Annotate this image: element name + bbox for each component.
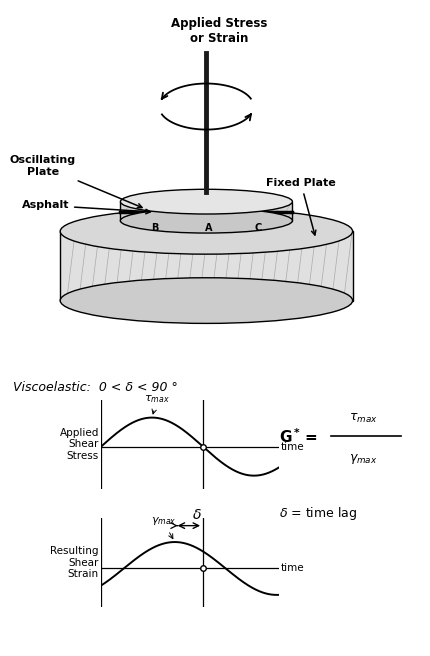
Text: B: B [151, 223, 159, 234]
Text: time: time [281, 564, 305, 573]
Polygon shape [120, 201, 292, 220]
Text: $\delta$: $\delta$ [192, 508, 202, 522]
Text: $\tau_{max}$: $\tau_{max}$ [144, 394, 170, 414]
Text: Fixed Plate: Fixed Plate [266, 178, 336, 235]
Polygon shape [60, 232, 353, 300]
Text: Asphalt: Asphalt [22, 200, 150, 214]
Text: Resulting
Shear
Strain: Resulting Shear Strain [50, 546, 99, 579]
Text: $\tau_{max}$: $\tau_{max}$ [349, 412, 378, 424]
Text: time: time [281, 441, 305, 451]
Text: $\gamma_{max}$: $\gamma_{max}$ [349, 452, 378, 466]
Ellipse shape [60, 277, 353, 323]
Text: Oscillating
Plate: Oscillating Plate [10, 155, 142, 208]
Text: Viscoelastic:  0 < δ < 90 °: Viscoelastic: 0 < δ < 90 ° [13, 380, 178, 394]
Ellipse shape [120, 190, 292, 214]
Ellipse shape [60, 209, 353, 254]
Text: A: A [205, 223, 212, 234]
Text: $\delta$ = time lag: $\delta$ = time lag [279, 505, 357, 522]
Text: C: C [255, 223, 261, 234]
Text: $\gamma_{max}$: $\gamma_{max}$ [150, 516, 176, 539]
Text: Applied
Shear
Stress: Applied Shear Stress [59, 428, 99, 461]
Ellipse shape [120, 209, 292, 233]
Text: Applied Stress
or Strain: Applied Stress or Strain [171, 17, 267, 45]
Text: $\mathbf{G^*}$$\mathbf{ = }$: $\mathbf{G^*}$$\mathbf{ = }$ [279, 427, 318, 445]
